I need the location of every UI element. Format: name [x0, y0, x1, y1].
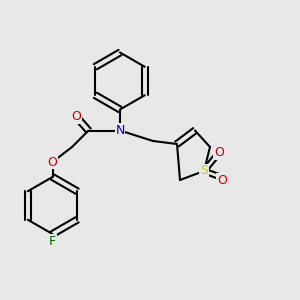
Text: S: S — [200, 164, 208, 178]
Text: F: F — [49, 235, 56, 248]
Text: N: N — [115, 124, 125, 137]
Text: O: O — [72, 110, 81, 124]
Text: O: O — [48, 155, 57, 169]
Text: O: O — [214, 146, 224, 160]
Text: O: O — [217, 173, 227, 187]
